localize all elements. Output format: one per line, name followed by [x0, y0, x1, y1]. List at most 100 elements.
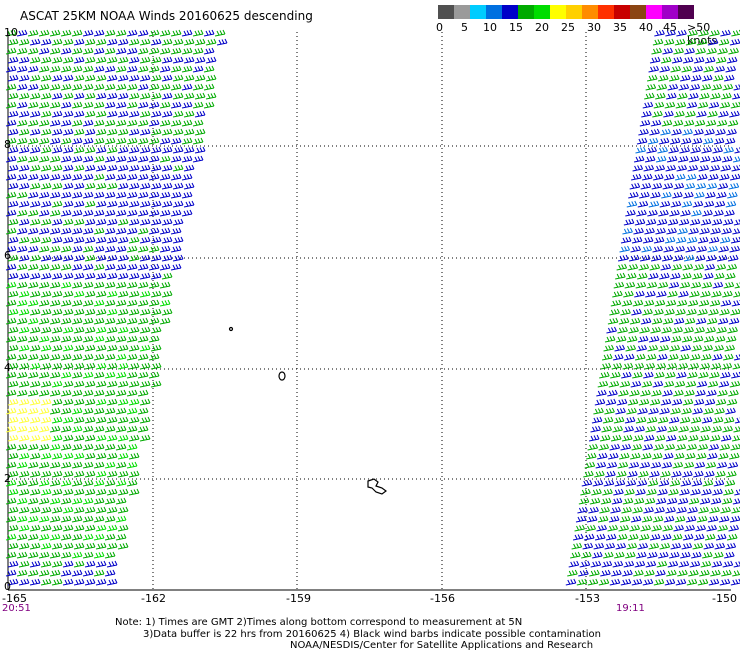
wind-barb [84, 74, 96, 82]
wind-barb [589, 569, 600, 577]
wind-barb [27, 479, 39, 487]
wind-barb [192, 155, 204, 163]
wind-barb [82, 263, 94, 271]
wind-barb [595, 461, 607, 469]
wind-barb [126, 389, 138, 397]
wind-barb [93, 425, 105, 433]
wind-barb [159, 245, 171, 253]
wind-barb [192, 47, 204, 55]
wind-barb [137, 227, 149, 235]
wind-barb [18, 542, 30, 550]
wind-barb [137, 389, 149, 397]
wind-barb [93, 119, 105, 127]
wind-barb [38, 65, 50, 73]
wind-barb [673, 317, 685, 325]
wind-barb [623, 290, 634, 298]
wind-barb [84, 560, 96, 568]
wind-barb [653, 308, 664, 316]
wind-barb [625, 344, 636, 352]
wind-barb [137, 155, 149, 163]
wind-barb [117, 362, 129, 370]
wind-barb [16, 65, 28, 73]
wind-barb [60, 47, 72, 55]
wind-barb [137, 47, 149, 55]
wind-barb [104, 137, 116, 145]
wind-barb [708, 308, 719, 316]
wind-barb [49, 353, 61, 361]
wind-barb [684, 182, 696, 190]
wind-barb [115, 425, 127, 433]
wind-barb [706, 317, 718, 325]
wind-barb [662, 47, 673, 55]
wind-barb [693, 398, 705, 406]
wind-barb [695, 317, 707, 325]
wind-barb [645, 83, 657, 91]
wind-barb [671, 56, 683, 64]
wind-barb [18, 92, 30, 100]
wind-barb [667, 425, 678, 433]
time-right: 19:11 [616, 603, 645, 614]
wind-barb [719, 236, 731, 244]
wind-barb [720, 434, 732, 442]
wind-barb [690, 74, 702, 82]
wind-barb [615, 272, 626, 280]
wind-barb [649, 263, 661, 271]
wind-barb [16, 461, 28, 469]
wind-barb [29, 182, 41, 190]
wind-barb [674, 38, 686, 46]
wind-barb [612, 290, 623, 298]
wind-barb [150, 164, 162, 172]
wind-barb [5, 209, 17, 217]
wind-barb [192, 65, 204, 73]
wind-barb [159, 47, 171, 55]
wind-barb [645, 560, 657, 568]
wind-barb [150, 380, 162, 388]
wind-barb [572, 533, 584, 541]
wind-barb [646, 146, 657, 154]
wind-barb [647, 551, 658, 559]
wind-barb [710, 155, 722, 163]
wind-barb [115, 281, 127, 289]
wind-barb [93, 389, 105, 397]
wind-barb [5, 29, 17, 37]
wind-barb [137, 317, 149, 325]
wind-barb [27, 335, 39, 343]
wind-barb [128, 164, 140, 172]
wind-barb [687, 506, 698, 514]
wind-barb [686, 101, 698, 109]
wind-barb [644, 155, 656, 163]
wind-barb [684, 389, 695, 397]
wind-barb [104, 227, 116, 235]
wind-barb [115, 155, 127, 163]
wind-barb [51, 200, 63, 208]
wind-barb [60, 137, 72, 145]
wind-barb [642, 308, 653, 316]
wind-barb [669, 479, 681, 487]
wind-barb [16, 83, 28, 91]
wind-barb [696, 38, 708, 46]
wind-barb [574, 524, 585, 532]
wind-barb [636, 209, 647, 217]
wind-barb [126, 173, 138, 181]
wind-barb [679, 146, 690, 154]
wind-barb [643, 434, 655, 442]
wind-barb [139, 362, 151, 370]
wind-barb [7, 254, 19, 262]
wind-barb [708, 443, 720, 451]
wind-barb [577, 506, 588, 514]
wind-barb [703, 272, 714, 280]
wind-barb [620, 578, 632, 586]
wind-barb [60, 155, 72, 163]
wind-barb [723, 488, 734, 496]
wind-barb [115, 407, 127, 415]
wind-barb [71, 281, 83, 289]
wind-barb [181, 65, 193, 73]
wind-barb [18, 146, 30, 154]
wind-barb [592, 551, 603, 559]
wind-barb [71, 101, 83, 109]
wind-barb [137, 425, 149, 433]
wind-barb [730, 578, 740, 586]
wind-barb [148, 137, 160, 145]
wind-barb [159, 101, 171, 109]
wind-barb [62, 200, 74, 208]
